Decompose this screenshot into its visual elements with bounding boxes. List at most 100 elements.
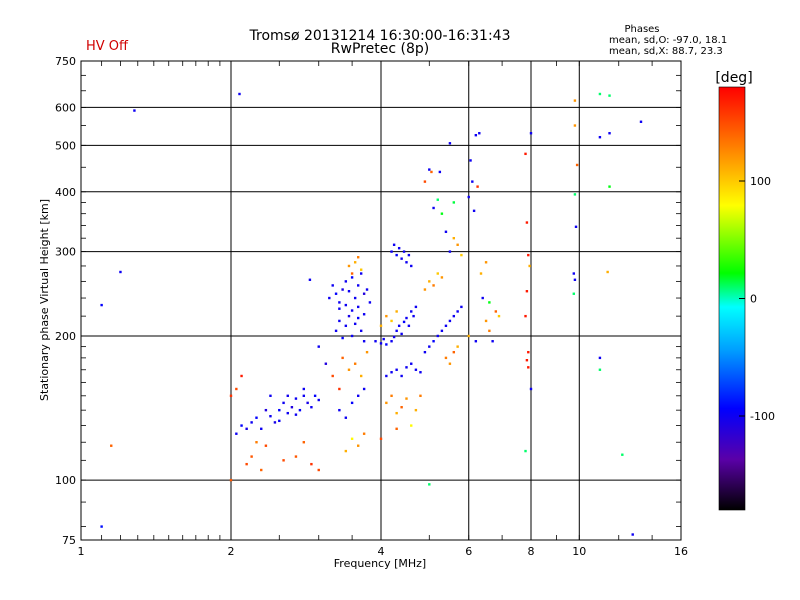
data-point [598, 356, 602, 360]
data-point [308, 278, 312, 281]
data-point [598, 135, 602, 139]
data-point [390, 340, 393, 343]
y-tick-label: 400 [55, 186, 76, 199]
data-point [608, 185, 611, 188]
data-point [448, 142, 452, 145]
data-point [286, 411, 289, 415]
data-point [452, 201, 456, 204]
data-point [245, 462, 248, 466]
data-point [432, 206, 435, 210]
data-point [572, 292, 576, 295]
data-point [379, 437, 383, 440]
phases-x-stats: mean, sd,X: 88.7, 23.3 [609, 46, 723, 57]
data-point [365, 350, 369, 354]
chart-title-line1: Tromsø 20131214 16:30:00-16:31:43 [249, 28, 511, 44]
data-point [436, 334, 439, 338]
data-point [524, 152, 527, 156]
data-point [390, 319, 393, 323]
data-point [395, 310, 398, 313]
data-point [313, 394, 317, 398]
data-point [229, 478, 233, 482]
data-point [344, 324, 348, 328]
data-point [423, 350, 427, 354]
data-point [264, 444, 268, 447]
data-point [338, 319, 341, 323]
y-tick-label: 750 [55, 55, 76, 68]
data-point [317, 468, 320, 472]
data-point [448, 362, 452, 365]
data-point [356, 305, 360, 309]
data-point [341, 288, 344, 291]
data-point [410, 310, 413, 313]
data-point [350, 334, 354, 338]
data-point [525, 290, 529, 293]
x-tick-labels: 1 2 4 6 8 10 16 [78, 545, 689, 558]
data-point [269, 414, 272, 418]
data-point [392, 335, 396, 339]
data-point [400, 374, 403, 378]
data-point [362, 432, 366, 435]
data-point [229, 394, 233, 398]
x-tick-label: 6 [465, 545, 472, 558]
data-point [362, 313, 366, 316]
data-point [452, 350, 456, 354]
data-point [302, 441, 306, 444]
data-point [324, 362, 328, 365]
data-point [334, 329, 338, 333]
data-point [255, 441, 258, 444]
data-point [478, 132, 481, 135]
data-point [294, 455, 298, 458]
data-point [444, 230, 448, 233]
x-tick-label: 10 [572, 545, 586, 558]
data-point [410, 264, 413, 268]
y-tick-label: 500 [55, 139, 76, 152]
data-point [397, 246, 401, 250]
data-point [598, 92, 602, 96]
data-point [432, 284, 435, 287]
y-tick-label: 75 [62, 534, 76, 547]
data-point [119, 270, 122, 274]
data-point [488, 301, 491, 304]
data-point [395, 411, 398, 415]
data-point [448, 319, 452, 323]
data-point [481, 296, 484, 300]
data-point [100, 303, 103, 307]
data-point [362, 387, 366, 391]
data-point [402, 250, 406, 253]
data-point [382, 337, 385, 341]
x-tick-label: 2 [228, 545, 235, 558]
colorbar-ticks: 100 0 -100 [739, 175, 775, 423]
data-point [317, 398, 320, 402]
data-point [395, 253, 398, 257]
data-point [359, 329, 363, 333]
data-point [488, 329, 491, 333]
data-point [286, 394, 289, 398]
y-tick-label: 600 [55, 101, 76, 114]
data-point [385, 314, 388, 318]
data-point [385, 401, 388, 405]
data-point [350, 437, 354, 440]
data-point [133, 109, 136, 112]
x-axis-label: Frequency [MHz] [334, 557, 426, 570]
data-point [444, 324, 448, 328]
data-point [359, 374, 363, 378]
data-point [235, 432, 238, 435]
data-point [476, 185, 479, 188]
y-tick-labels: 75 100 200 300 400 500 600 750 [55, 55, 76, 547]
data-points [100, 92, 643, 536]
data-point [379, 324, 383, 328]
x-tick-label: 8 [528, 545, 535, 558]
data-point [414, 408, 418, 412]
data-point [390, 371, 393, 374]
data-point [573, 99, 577, 102]
data-point [298, 408, 302, 412]
data-point [491, 340, 494, 343]
data-point [350, 272, 354, 275]
hv-status-label: HV Off [86, 39, 129, 54]
data-point [528, 264, 531, 268]
data-point [395, 368, 398, 371]
data-point [419, 371, 422, 374]
data-point [524, 449, 527, 453]
data-point [302, 387, 306, 391]
data-point [290, 406, 294, 409]
